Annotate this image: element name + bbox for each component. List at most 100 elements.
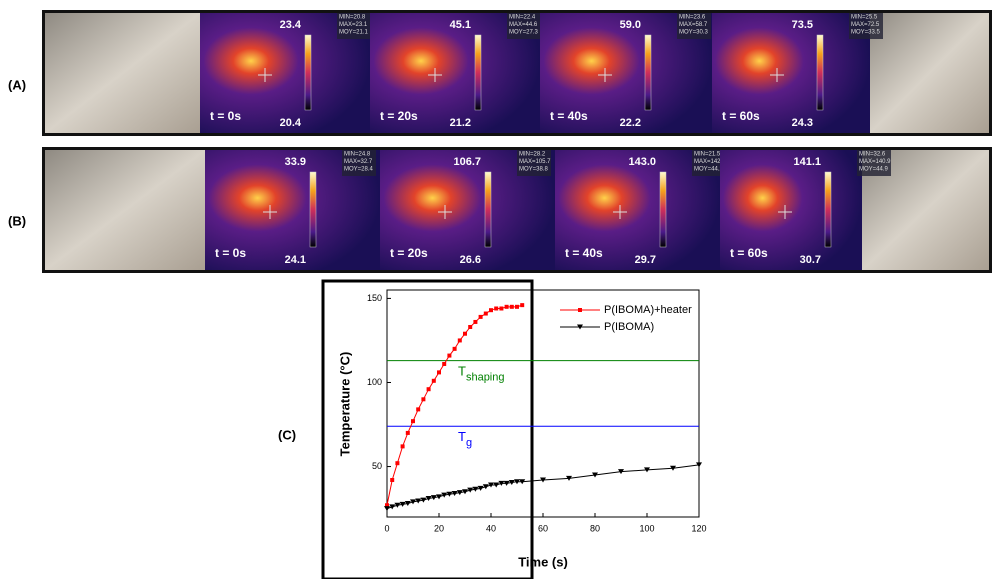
stats-text: MAX=105.7 — [519, 159, 551, 165]
crosshair — [258, 68, 272, 82]
series-line — [386, 464, 700, 510]
stats-box — [507, 13, 541, 39]
photo — [45, 13, 200, 133]
y-tick-label: 50 — [372, 461, 382, 471]
min-temperature: 20.4 — [280, 117, 302, 129]
photo — [870, 13, 989, 133]
y-tick-label: 100 — [367, 377, 382, 387]
x-tick-label: 60 — [538, 523, 548, 533]
x-axis-label: Time (s) — [518, 554, 568, 569]
marker — [416, 407, 421, 412]
stats-text: MOY=30.3 — [679, 30, 709, 36]
max-temperature: 59.0 — [620, 19, 641, 31]
marker — [463, 331, 467, 336]
stats-text: MIN=25.5 — [851, 15, 878, 21]
stats-text: MOY=44.9 — [859, 167, 889, 173]
marker — [670, 465, 676, 471]
marker — [410, 499, 416, 505]
stats-text: MAX=23.1 — [339, 22, 368, 28]
marker — [482, 484, 489, 490]
marker — [473, 319, 478, 324]
marker — [404, 501, 411, 507]
stats-text: MIN=20.8 — [339, 15, 366, 21]
crosshair — [263, 205, 277, 219]
colorbar — [474, 34, 482, 111]
reference-label: Tshaping — [458, 364, 505, 383]
time-label: t = 0s — [210, 109, 241, 123]
colorbar — [644, 34, 652, 111]
marker — [483, 311, 488, 316]
stats-text: MAX=142.5 — [694, 159, 726, 165]
marker — [644, 467, 650, 473]
min-temperature: 22.2 — [620, 117, 641, 129]
marker — [415, 498, 422, 504]
min-temperature: 21.2 — [450, 117, 471, 129]
marker — [509, 304, 514, 309]
stats-text: MOY=21.1 — [339, 30, 369, 36]
photo — [45, 150, 205, 270]
min-temperature: 29.7 — [635, 254, 656, 266]
thermal-image — [720, 150, 862, 270]
max-temperature: 143.0 — [628, 156, 656, 168]
time-label: t = 20s — [390, 246, 428, 260]
marker — [394, 502, 401, 508]
time-label: t = 60s — [730, 246, 768, 260]
stats-text: MAX=58.7 — [679, 22, 708, 28]
marker — [494, 306, 499, 311]
min-temperature: 30.7 — [800, 254, 821, 266]
max-temperature: 23.4 — [280, 19, 302, 31]
colorbar — [484, 171, 492, 248]
marker — [436, 494, 442, 500]
marker — [504, 304, 509, 309]
marker — [395, 461, 400, 466]
stats-text: MIN=32.6 — [859, 152, 886, 158]
stats-text: MOY=44.2 — [694, 167, 724, 173]
marker — [441, 492, 448, 498]
x-tick-label: 100 — [639, 523, 654, 533]
chart-frame — [321, 279, 534, 579]
stats-text: MIN=22.4 — [509, 15, 536, 21]
stats-box — [677, 13, 711, 39]
legend-label: P(IBOMA)+heater — [604, 304, 692, 316]
crosshair — [778, 205, 792, 219]
colorbar — [309, 171, 317, 248]
marker — [420, 497, 427, 503]
stats-box — [849, 13, 883, 39]
stats-text: MAX=32.7 — [344, 159, 373, 165]
colorbar — [816, 34, 824, 111]
stats-text: MOY=33.5 — [851, 30, 881, 36]
marker — [508, 480, 515, 486]
marker — [592, 472, 598, 478]
panel-label: (B) — [8, 213, 26, 228]
time-label: t = 40s — [565, 246, 603, 260]
x-tick-label: 120 — [691, 523, 706, 533]
marker — [503, 480, 510, 486]
max-temperature: 33.9 — [285, 156, 306, 168]
reference-label-sub: g — [466, 437, 472, 449]
crosshair — [428, 68, 442, 82]
time-label: t = 40s — [550, 109, 588, 123]
marker — [462, 489, 468, 495]
marker — [520, 303, 525, 308]
marker — [467, 487, 474, 493]
marker — [399, 501, 406, 507]
marker — [425, 496, 432, 502]
marker — [514, 479, 520, 485]
x-tick-label: 40 — [486, 523, 496, 533]
marker — [447, 353, 452, 358]
marker — [566, 475, 572, 481]
marker — [472, 486, 479, 492]
marker — [457, 338, 462, 343]
marker — [421, 397, 426, 402]
min-temperature: 26.6 — [460, 254, 481, 266]
marker — [493, 482, 500, 488]
stats-text: MIN=28.2 — [519, 152, 546, 158]
min-temperature: 24.3 — [792, 117, 813, 129]
colorbar — [824, 171, 832, 248]
stats-text: MAX=44.6 — [509, 22, 538, 28]
stats-text: MIN=23.6 — [679, 15, 706, 21]
reference-label-main: T — [458, 430, 466, 445]
marker — [384, 506, 390, 512]
marker — [431, 378, 436, 383]
